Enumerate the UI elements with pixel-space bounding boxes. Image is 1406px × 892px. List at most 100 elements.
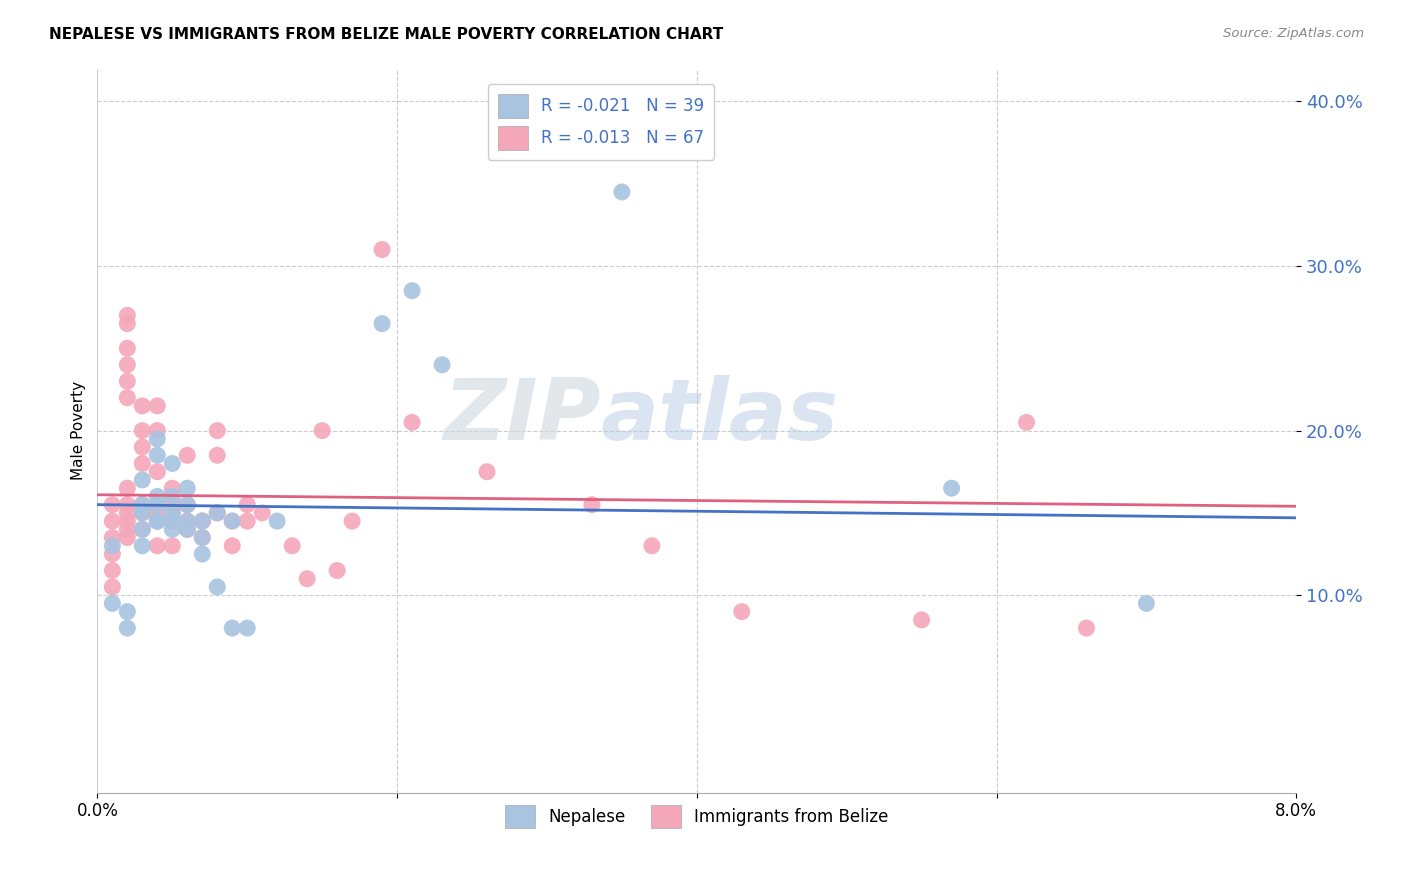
Point: [117, 481, 139, 495]
Point: [191, 531, 214, 545]
Point: [146, 498, 169, 512]
Point: [236, 514, 259, 528]
Point: [176, 448, 198, 462]
Point: [117, 498, 139, 512]
Legend: Nepalese, Immigrants from Belize: Nepalese, Immigrants from Belize: [499, 798, 896, 835]
Point: [101, 539, 124, 553]
Point: [162, 522, 184, 536]
Point: [131, 498, 153, 512]
Point: [162, 457, 184, 471]
Point: [146, 432, 169, 446]
Point: [146, 514, 169, 528]
Text: ZIP: ZIP: [443, 375, 600, 458]
Text: Source: ZipAtlas.com: Source: ZipAtlas.com: [1223, 27, 1364, 40]
Text: NEPALESE VS IMMIGRANTS FROM BELIZE MALE POVERTY CORRELATION CHART: NEPALESE VS IMMIGRANTS FROM BELIZE MALE …: [49, 27, 724, 42]
Point: [191, 531, 214, 545]
Point: [221, 514, 243, 528]
Point: [430, 358, 453, 372]
Point: [101, 547, 124, 561]
Point: [117, 605, 139, 619]
Point: [131, 522, 153, 536]
Point: [146, 514, 169, 528]
Point: [146, 448, 169, 462]
Point: [101, 531, 124, 545]
Point: [146, 539, 169, 553]
Point: [146, 498, 169, 512]
Point: [117, 531, 139, 545]
Point: [146, 399, 169, 413]
Point: [295, 572, 318, 586]
Point: [176, 498, 198, 512]
Point: [101, 498, 124, 512]
Point: [281, 539, 304, 553]
Point: [162, 514, 184, 528]
Point: [475, 465, 498, 479]
Point: [117, 358, 139, 372]
Point: [221, 621, 243, 635]
Point: [236, 498, 259, 512]
Point: [117, 374, 139, 388]
Point: [191, 514, 214, 528]
Point: [326, 564, 349, 578]
Point: [1015, 415, 1038, 429]
Point: [131, 522, 153, 536]
Point: [641, 539, 664, 553]
Point: [146, 506, 169, 520]
Point: [176, 522, 198, 536]
Point: [146, 465, 169, 479]
Point: [117, 506, 139, 520]
Point: [146, 514, 169, 528]
Point: [162, 506, 184, 520]
Point: [131, 457, 153, 471]
Point: [176, 514, 198, 528]
Point: [146, 490, 169, 504]
Point: [162, 506, 184, 520]
Point: [266, 514, 288, 528]
Text: atlas: atlas: [600, 375, 839, 458]
Point: [207, 448, 229, 462]
Point: [581, 498, 603, 512]
Point: [207, 580, 229, 594]
Point: [207, 506, 229, 520]
Point: [131, 506, 153, 520]
Point: [117, 514, 139, 528]
Point: [401, 415, 423, 429]
Point: [131, 539, 153, 553]
Point: [610, 185, 633, 199]
Point: [101, 564, 124, 578]
Point: [191, 514, 214, 528]
Point: [176, 522, 198, 536]
Point: [401, 284, 423, 298]
Point: [131, 498, 153, 512]
Point: [207, 506, 229, 520]
Point: [131, 399, 153, 413]
Point: [131, 506, 153, 520]
Point: [101, 596, 124, 610]
Point: [117, 317, 139, 331]
Point: [162, 481, 184, 495]
Point: [1135, 596, 1157, 610]
Point: [162, 490, 184, 504]
Point: [207, 424, 229, 438]
Point: [117, 621, 139, 635]
Point: [117, 341, 139, 355]
Point: [176, 481, 198, 495]
Point: [117, 391, 139, 405]
Y-axis label: Male Poverty: Male Poverty: [72, 381, 86, 480]
Point: [117, 309, 139, 323]
Point: [162, 514, 184, 528]
Point: [101, 580, 124, 594]
Point: [191, 514, 214, 528]
Point: [236, 621, 259, 635]
Point: [1076, 621, 1098, 635]
Point: [371, 243, 394, 257]
Point: [910, 613, 932, 627]
Point: [162, 498, 184, 512]
Point: [340, 514, 363, 528]
Point: [311, 424, 333, 438]
Point: [941, 481, 963, 495]
Point: [101, 514, 124, 528]
Point: [176, 498, 198, 512]
Point: [221, 514, 243, 528]
Point: [371, 317, 394, 331]
